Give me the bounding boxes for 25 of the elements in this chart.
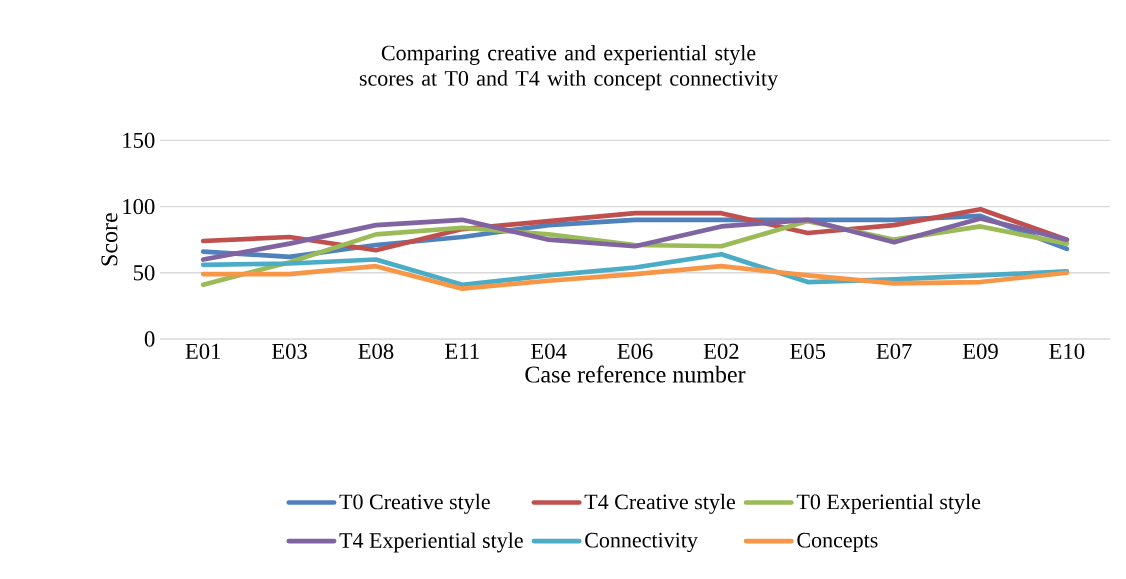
x-tick-label: E01 xyxy=(185,343,221,360)
x-tick-label: E07 xyxy=(876,343,912,360)
x-axis-title: Case reference number xyxy=(525,365,746,383)
x-tick-label: E05 xyxy=(790,343,826,360)
y-tick-label: 150 xyxy=(123,132,155,148)
x-tick-label: E04 xyxy=(531,343,567,360)
x-tick-label: E11 xyxy=(445,343,479,359)
legend-label: T4 Creative style xyxy=(584,493,736,514)
chart-title: Comparing creative and experiential style scores at T0 and T4 with concept connectivity xyxy=(359,44,779,91)
x-tick-label: E09 xyxy=(962,343,998,360)
legend-label: Concepts xyxy=(797,532,878,553)
legend-label: T0 Creative style xyxy=(339,493,490,514)
legend-label: T4 Experiential style xyxy=(339,532,523,553)
x-tick-label: E03 xyxy=(271,343,307,360)
legend-label: Connectivity xyxy=(585,532,698,553)
line-series xyxy=(200,263,1070,292)
x-tick-label: E06 xyxy=(617,343,653,360)
x-tick-label: E02 xyxy=(703,343,739,360)
x-tick-label: E08 xyxy=(358,343,394,360)
x-tick-label: E10 xyxy=(1049,343,1085,360)
y-axis-title: Score xyxy=(101,213,118,266)
y-tick-label: 50 xyxy=(133,265,155,281)
legend-label: T0 Experiential style xyxy=(796,493,981,514)
y-tick-label: 100 xyxy=(123,198,155,215)
y-tick-label: 0 xyxy=(144,331,155,347)
